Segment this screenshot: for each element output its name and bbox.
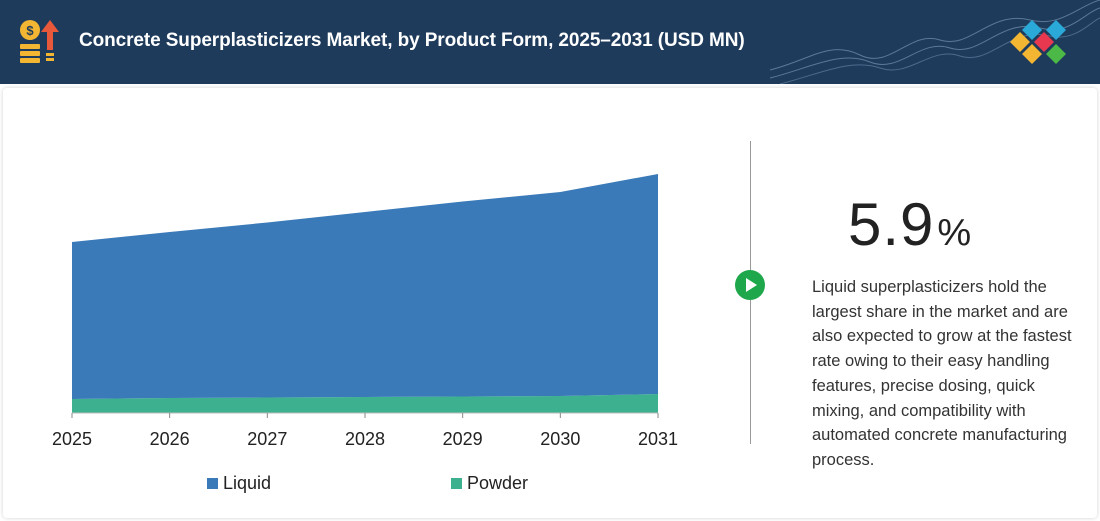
- play-icon[interactable]: [735, 270, 765, 300]
- area-series-liquid: [72, 174, 658, 399]
- x-tick-label: 2028: [345, 429, 385, 449]
- x-tick-label: 2031: [638, 429, 678, 449]
- legend-label-liquid: Liquid: [223, 473, 272, 493]
- growth-value: 5.9: [848, 191, 935, 258]
- area-chart: 2025 2026 2027 2028 2029 2030 2031: [52, 174, 678, 449]
- legend-item-liquid: Liquid: [207, 473, 271, 494]
- x-tick-label: 2027: [247, 429, 287, 449]
- coin-stack-up-arrow-icon: $: [20, 20, 59, 63]
- x-tick-label: 2026: [150, 429, 190, 449]
- legend-swatch-liquid: [207, 478, 218, 489]
- stat-description: Liquid superplasticizers hold the larges…: [812, 278, 1072, 469]
- x-tick-label: 2029: [443, 429, 483, 449]
- legend-label-powder: Powder: [467, 473, 529, 493]
- x-tick-label: 2025: [52, 429, 92, 449]
- legend-item-powder: Powder: [451, 473, 528, 494]
- growth-unit: %: [937, 212, 973, 254]
- growth-stat: 5.9%: [848, 190, 972, 259]
- x-tick-label: 2030: [540, 429, 580, 449]
- legend-swatch-powder: [451, 478, 462, 489]
- header-banner: $ Concrete Superplasticizers Market, by …: [0, 0, 1100, 84]
- area-series-powder: [72, 394, 658, 413]
- brand-logo: [1010, 20, 1066, 64]
- svg-text:$: $: [26, 23, 34, 38]
- page-title: Concrete Superplasticizers Market, by Pr…: [79, 30, 745, 51]
